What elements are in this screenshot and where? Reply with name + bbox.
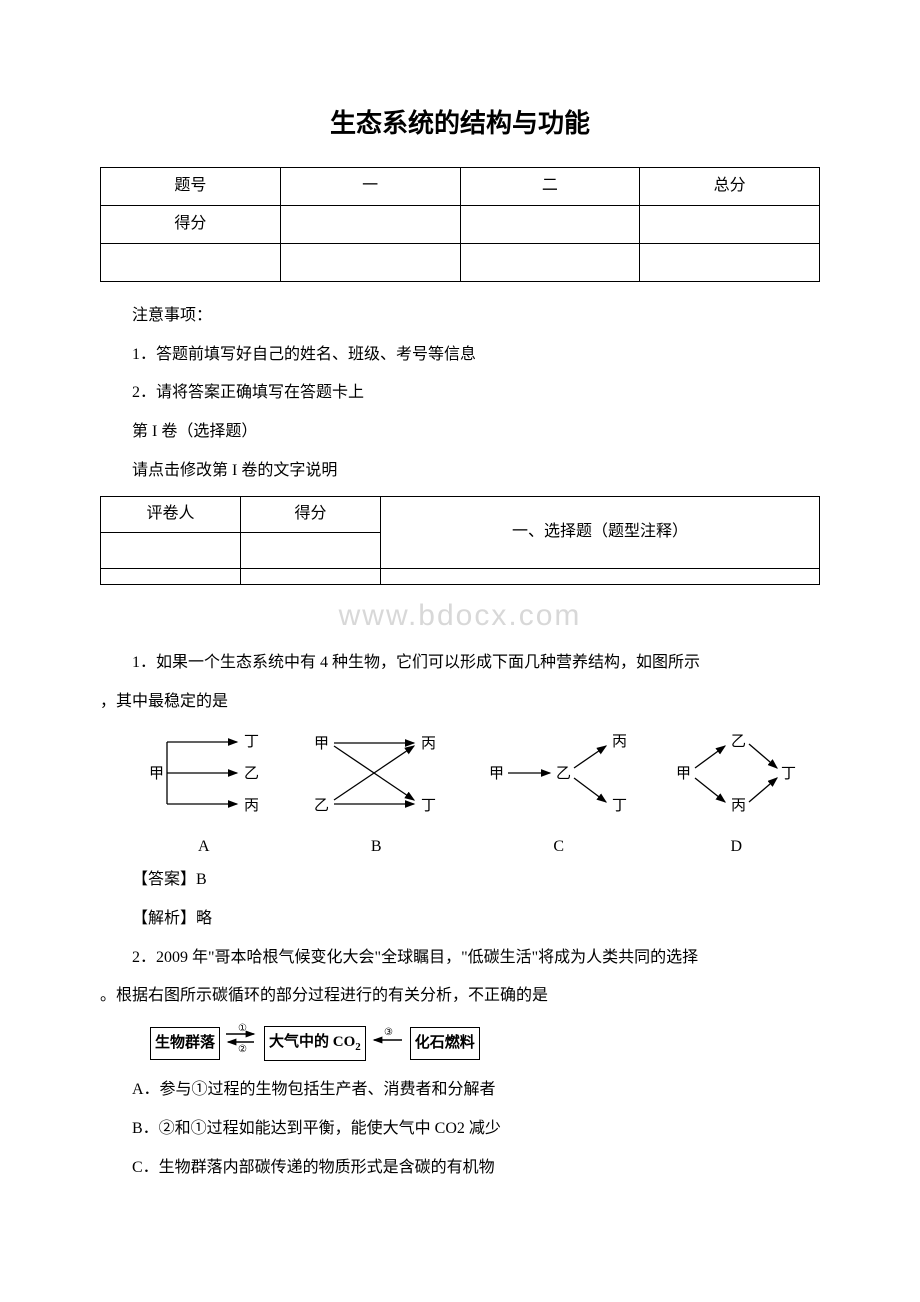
grader-table: 评卷人 得分 一、选择题（题型注释） [100,496,820,585]
box2-text: 大气中的 CO [269,1034,355,1050]
label-b: B [306,833,446,862]
notes-item-2: 2．请将答案正确填写在答题卡上 [100,379,820,408]
label-d: D [671,833,801,862]
q1-analysis-line: 【解析】略 [100,905,820,934]
notes-intro: 注意事项： [100,302,820,331]
node-ding: 丁 [781,766,796,782]
node-jia: 甲 [314,736,329,752]
table-row: 题号 一 二 总分 [101,167,820,205]
node-ding: 丁 [612,798,627,814]
node-bing: 丙 [731,798,746,814]
node-yi: 乙 [314,798,329,814]
carbon-box-1: 生物群落 [150,1027,220,1060]
carbon-arrow-12: ① ② [224,1023,260,1064]
node-yi: 乙 [244,766,259,782]
watermark-text: www.bdocx.com [100,589,820,643]
q2-opt-c: C．生物群落内部碳传递的物质形式是含碳的有机物 [100,1154,820,1183]
header-cell-1: 一 [280,167,460,205]
q2-stem-a: 2．2009 年"哥本哈根气候变化大会"全球瞩目，"低碳生活"将成为人类共同的选… [100,944,820,973]
score-table: 题号 一 二 总分 得分 [100,167,820,282]
carbon-cycle-diagram: 生物群落 ① ② 大气中的 CO2 ③ 化石燃料 [150,1023,820,1064]
q2-opt-a: A．参与①过程的生物包括生产者、消费者和分解者 [100,1076,820,1105]
diagram-a: 甲 丁 乙 丙 A [139,728,269,862]
q1-stem-b: ，其中最稳定的是 [100,688,820,717]
node-bing: 丙 [612,734,627,750]
row-label: 得分 [101,205,281,243]
empty-cell [241,532,381,568]
grader-col2: 得分 [241,496,381,532]
food-web-a-svg: 甲 丁 乙 丙 [139,728,269,818]
node-bing: 丙 [421,736,436,752]
node-jia: 甲 [676,766,691,782]
circ-1: ① [238,1023,247,1034]
diagram-b: 甲 乙 丙 丁 B [306,728,446,862]
node-ding: 丁 [421,798,436,814]
circ-2: ② [238,1044,247,1053]
diagram-d: 甲 乙 丙 丁 D [671,728,801,862]
node-ding: 丁 [244,734,259,750]
empty-cell [640,243,820,281]
label-a: A [139,833,269,862]
notes-item-1: 1．答题前填写好自己的姓名、班级、考号等信息 [100,341,820,370]
analysis-value: 略 [196,910,212,927]
empty-cell [460,243,640,281]
q1-diagrams: 甲 丁 乙 丙 A 甲 乙 丙 丁 B [120,728,820,862]
food-web-b-svg: 甲 乙 丙 丁 [306,728,446,818]
q1-stem-a: 1．如果一个生态系统中有 4 种生物，它们可以形成下面几种营养结构，如图所示 [100,649,820,678]
label-c: C [484,833,634,862]
page-title: 生态系统的结构与功能 [100,100,820,147]
table-row: 得分 [101,205,820,243]
food-web-d-svg: 甲 乙 丙 丁 [671,728,801,818]
node-jia: 甲 [489,766,504,782]
diagram-c: 甲 乙 丙 丁 C [484,728,634,862]
node-yi: 乙 [556,766,571,782]
score-cell [460,205,640,243]
empty-cell [381,568,820,584]
box2-sub: 2 [355,1041,361,1053]
section-1-label: 第 I 卷（选择题） [100,418,820,447]
q2-opt-b: B．②和①过程如能达到平衡，能使大气中 CO2 减少 [100,1115,820,1144]
carbon-arrow-3: ③ [370,1026,406,1061]
section-title-cell: 一、选择题（题型注释） [381,496,820,568]
node-jia: 甲 [149,766,164,782]
empty-cell [101,568,241,584]
answer-label: 【答案】 [132,871,196,888]
node-yi: 乙 [731,734,746,750]
header-cell-2: 二 [460,167,640,205]
analysis-label: 【解析】 [132,910,196,927]
score-cell [640,205,820,243]
header-cell-0: 题号 [101,167,281,205]
food-web-c-svg: 甲 乙 丙 丁 [484,728,634,818]
header-cell-3: 总分 [640,167,820,205]
circ-3: ③ [384,1027,393,1038]
grader-col1: 评卷人 [101,496,241,532]
q1-answer-line: 【答案】B [100,866,820,895]
carbon-box-3: 化石燃料 [410,1027,480,1060]
score-cell [280,205,460,243]
node-bing: 丙 [244,798,259,814]
empty-cell [101,243,281,281]
section-2-label: 请点击修改第 I 卷的文字说明 [100,457,820,486]
table-row [101,568,820,584]
empty-cell [241,568,381,584]
table-row: 评卷人 得分 一、选择题（题型注释） [101,496,820,532]
q2-stem-b: 。根据右图所示碳循环的部分过程进行的有关分析，不正确的是 [100,982,820,1011]
answer-value: B [196,871,207,888]
carbon-box-2: 大气中的 CO2 [264,1026,366,1061]
grader-section: 评卷人 得分 一、选择题（题型注释） [100,496,820,585]
empty-cell [280,243,460,281]
empty-cell [101,532,241,568]
table-row [101,243,820,281]
